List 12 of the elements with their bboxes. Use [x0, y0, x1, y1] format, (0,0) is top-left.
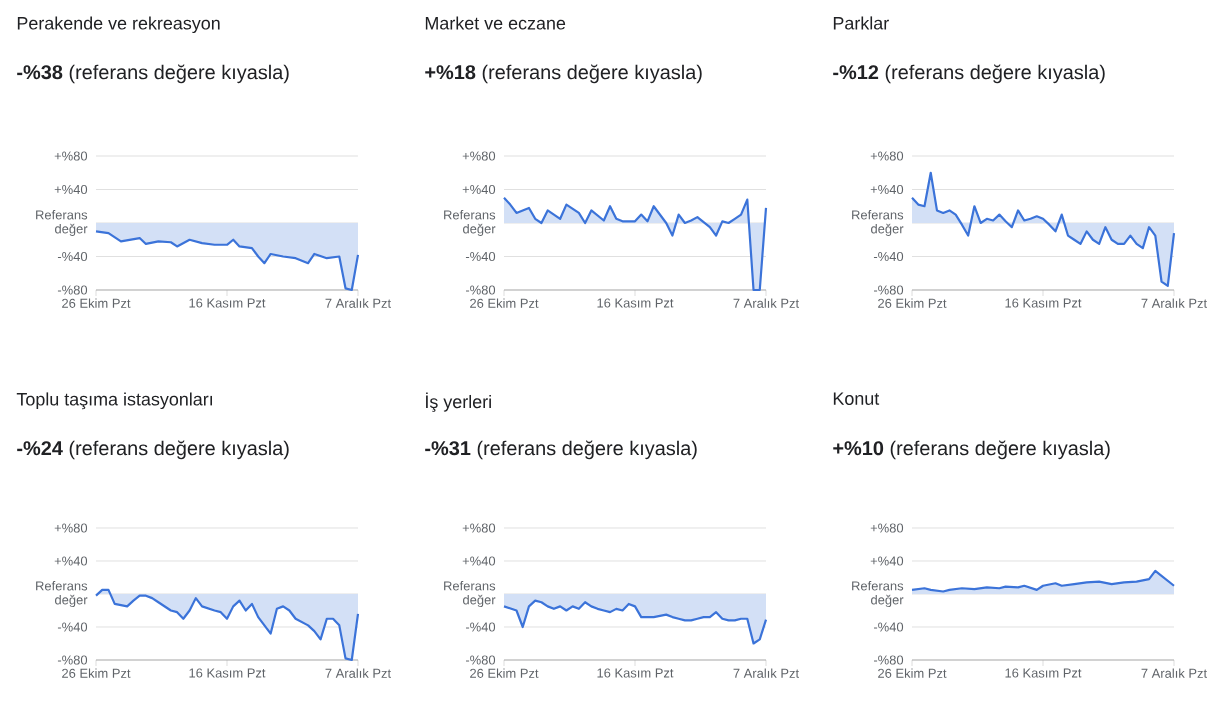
chart-title: İş yerleri	[426, 392, 491, 412]
chart-subtitle: -%12 (referans değere kıyasla)	[833, 64, 1105, 84]
chart-subtitle: +%10 (referans değere kıyasla)	[833, 440, 1110, 460]
chart-title: Toplu taşıma istasyonları	[16, 392, 213, 410]
chart-subtitle: +%18 (referans değere kıyasla)	[425, 64, 702, 84]
chart-title: Market ve eczane	[425, 16, 566, 30]
chart-title: Parklar	[833, 16, 889, 30]
chart-subtitle: -%38 (referans değere kıyasla)	[17, 64, 289, 84]
chart-title: Perakende ve rekreasyon	[17, 16, 220, 34]
chart-title: Konut	[833, 392, 880, 405]
chart-subtitle: -%24 (referans değere kıyasla)	[17, 440, 289, 460]
chart-subtitle: -%31 (referans değere kıyasla)	[425, 440, 697, 460]
